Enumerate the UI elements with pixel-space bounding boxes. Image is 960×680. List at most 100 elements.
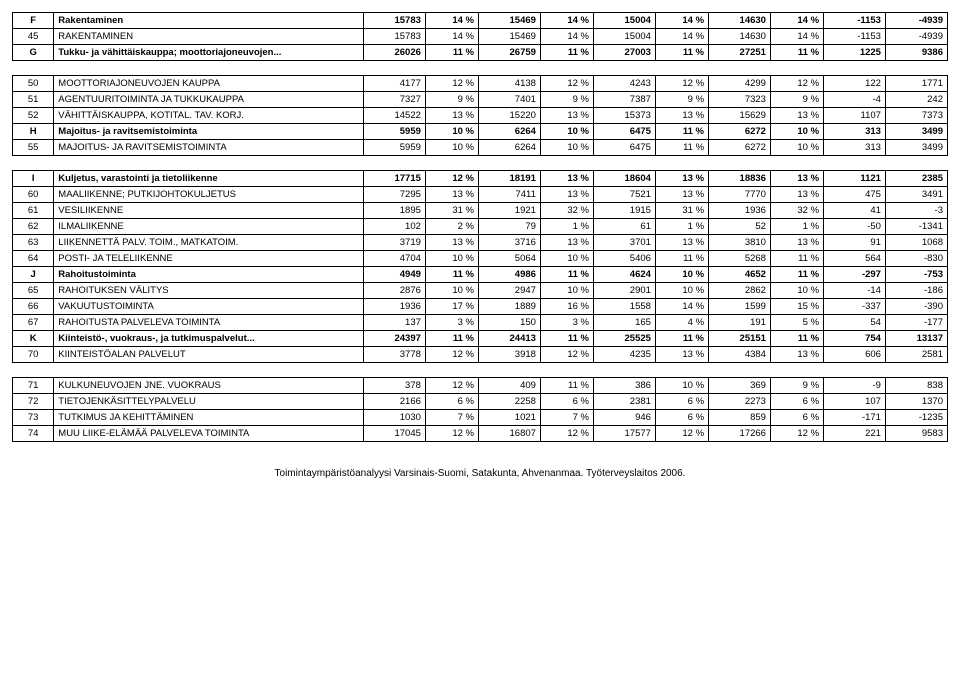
row-value: 16807: [478, 426, 540, 442]
row-value: 11 %: [655, 331, 708, 347]
row-value: 10 %: [655, 283, 708, 299]
table-row: FRakentaminen1578314 %1546914 %1500414 %…: [13, 13, 948, 29]
row-value: 150: [478, 315, 540, 331]
row-value: 102: [363, 219, 425, 235]
row-value: 14 %: [655, 13, 708, 29]
row-value: 409: [478, 378, 540, 394]
row-value: 1558: [594, 299, 656, 315]
row-value: 2258: [478, 394, 540, 410]
row-value: 15783: [363, 13, 425, 29]
row-value: 9 %: [655, 92, 708, 108]
row-desc: RAKENTAMINEN: [54, 29, 364, 45]
row-value: 10 %: [655, 267, 708, 283]
row-desc: KIINTEISTÖALAN PALVELUT: [54, 347, 364, 363]
row-value: 946: [594, 410, 656, 426]
row-value: 13 %: [655, 108, 708, 124]
row-value: -4939: [885, 29, 947, 45]
row-desc: VESILIIKENNE: [54, 203, 364, 219]
row-value: 6 %: [770, 410, 823, 426]
row-value: 5268: [709, 251, 771, 267]
row-value: 1030: [363, 410, 425, 426]
row-code: 65: [13, 283, 54, 299]
row-value: 4384: [709, 347, 771, 363]
row-code: 71: [13, 378, 54, 394]
table-row: 45RAKENTAMINEN1578314 %1546914 %1500414 …: [13, 29, 948, 45]
row-value: 369: [709, 378, 771, 394]
row-value: 10 %: [425, 251, 478, 267]
row-value: 3499: [885, 124, 947, 140]
row-value: 1 %: [540, 219, 593, 235]
table-row: HMajoitus- ja ravitsemistoiminta595910 %…: [13, 124, 948, 140]
row-value: 242: [885, 92, 947, 108]
table-row: 55MAJOITUS- JA RAVITSEMISTOIMINTA595910 …: [13, 140, 948, 156]
row-value: 13 %: [425, 187, 478, 203]
row-value: 12 %: [770, 76, 823, 92]
row-value: 11 %: [655, 251, 708, 267]
row-code: K: [13, 331, 54, 347]
row-value: 14 %: [770, 29, 823, 45]
row-value: 2 %: [425, 219, 478, 235]
row-value: 15004: [594, 13, 656, 29]
row-value: 6 %: [540, 394, 593, 410]
table-row: 73TUTKIMUS JA KEHITTÄMINEN10307 %10217 %…: [13, 410, 948, 426]
row-desc: TUTKIMUS JA KEHITTÄMINEN: [54, 410, 364, 426]
row-value: 13 %: [425, 235, 478, 251]
row-value: -4939: [885, 13, 947, 29]
row-value: 6272: [709, 124, 771, 140]
row-value: 4624: [594, 267, 656, 283]
table-row: GTukku- ja vähittäiskauppa; moottoriajon…: [13, 45, 948, 61]
row-value: 7770: [709, 187, 771, 203]
row-value: 6 %: [425, 394, 478, 410]
row-value: 3701: [594, 235, 656, 251]
row-value: 1021: [478, 410, 540, 426]
row-value: 15469: [478, 29, 540, 45]
row-value: 1121: [824, 171, 886, 187]
row-value: 191: [709, 315, 771, 331]
row-code: 64: [13, 251, 54, 267]
row-value: 17 %: [425, 299, 478, 315]
row-value: 13 %: [425, 108, 478, 124]
row-value: -4: [824, 92, 886, 108]
row-value: 7521: [594, 187, 656, 203]
table-row: 62ILMALIIKENNE1022 %791 %611 %521 %-50-1…: [13, 219, 948, 235]
row-value: 9583: [885, 426, 947, 442]
table-row: JRahoitustoiminta494911 %498611 %462410 …: [13, 267, 948, 283]
row-value: 3499: [885, 140, 947, 156]
table-row: 66VAKUUTUSTOIMINTA193617 %188916 %155814…: [13, 299, 948, 315]
row-value: -753: [885, 267, 947, 283]
row-code: H: [13, 124, 54, 140]
row-value: 13 %: [540, 235, 593, 251]
row-value: 3918: [478, 347, 540, 363]
row-value: 4652: [709, 267, 771, 283]
row-code: 66: [13, 299, 54, 315]
row-desc: ILMALIIKENNE: [54, 219, 364, 235]
row-code: 51: [13, 92, 54, 108]
row-value: 18604: [594, 171, 656, 187]
row-desc: Kiinteistö-, vuokraus-, ja tutkimuspalve…: [54, 331, 364, 347]
row-value: 79: [478, 219, 540, 235]
row-value: 2166: [363, 394, 425, 410]
footer-text: Toimintaympäristöanalyysi Varsinais-Suom…: [12, 468, 948, 479]
row-value: -9: [824, 378, 886, 394]
row-value: 2947: [478, 283, 540, 299]
row-value: 10 %: [540, 124, 593, 140]
row-value: 13 %: [540, 108, 593, 124]
row-code: I: [13, 171, 54, 187]
row-value: 27251: [709, 45, 771, 61]
table-row: 65RAHOITUKSEN VÄLITYS287610 %294710 %290…: [13, 283, 948, 299]
row-value: 15469: [478, 13, 540, 29]
row-value: 17715: [363, 171, 425, 187]
table-row: KKiinteistö-, vuokraus-, ja tutkimuspalv…: [13, 331, 948, 347]
row-value: 91: [824, 235, 886, 251]
row-value: 4949: [363, 267, 425, 283]
row-value: 6475: [594, 140, 656, 156]
row-desc: VAKUUTUSTOIMINTA: [54, 299, 364, 315]
row-value: 9 %: [770, 378, 823, 394]
row-value: 2381: [594, 394, 656, 410]
row-value: 3810: [709, 235, 771, 251]
row-value: 13 %: [770, 235, 823, 251]
row-value: 10 %: [770, 124, 823, 140]
row-value: 17577: [594, 426, 656, 442]
row-desc: MOOTTORIAJONEUVOJEN KAUPPA: [54, 76, 364, 92]
table-row: 63LIIKENNETTÄ PALV. TOIM., MATKATOIM.371…: [13, 235, 948, 251]
